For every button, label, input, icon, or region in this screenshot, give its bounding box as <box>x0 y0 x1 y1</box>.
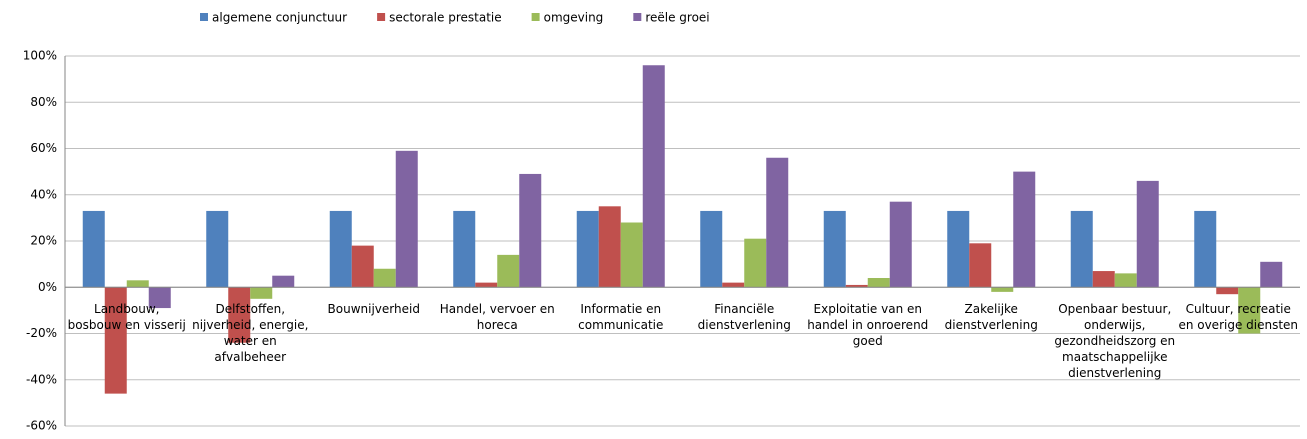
bar <box>1216 287 1239 295</box>
y-tick-label: -60% <box>26 419 57 433</box>
bar <box>1238 287 1261 334</box>
bar <box>845 284 868 288</box>
x-tick-label: Financiële dienstverlening <box>697 302 791 333</box>
bar <box>395 150 418 288</box>
bar <box>947 210 970 288</box>
bar <box>969 243 992 288</box>
legend-label: algemene conjunctuur <box>212 11 347 25</box>
y-tick-label: 20% <box>30 234 57 248</box>
bar <box>351 245 374 288</box>
bar <box>1070 210 1093 288</box>
bar <box>1136 180 1159 288</box>
x-tick-label: Zakelijke dienstverlening <box>944 302 1038 333</box>
bar <box>1260 261 1283 288</box>
bar <box>722 282 745 288</box>
x-tick-label: Delfstoffen, nijverheid, energie, water … <box>192 302 309 365</box>
bar <box>744 238 767 288</box>
x-tick-label: Informatie en communicatie <box>578 302 664 333</box>
x-tick-label: Handel, vervoer en horeca <box>439 302 555 333</box>
bar <box>598 206 621 288</box>
bar <box>1013 171 1036 288</box>
y-tick-label: 0% <box>38 280 57 294</box>
legend-label: omgeving <box>544 11 604 25</box>
bar <box>148 287 171 309</box>
bar <box>497 254 520 288</box>
bar <box>475 282 498 288</box>
bar <box>126 280 149 288</box>
bar <box>576 210 599 288</box>
y-tick-label: -40% <box>26 372 57 386</box>
y-tick-label: 80% <box>30 95 57 109</box>
y-tick-label: 60% <box>30 141 57 155</box>
legend-swatch <box>200 13 208 21</box>
bar <box>867 278 890 288</box>
bar <box>766 157 789 288</box>
bar <box>82 210 105 288</box>
y-tick-label: -20% <box>26 326 57 340</box>
x-tick-label: Cultuur, recreatie en overige diensten <box>1178 302 1299 333</box>
bar <box>1114 273 1137 288</box>
x-tick-label: Exploitatie van en handel in onroerend g… <box>807 302 929 349</box>
y-tick-label: 100% <box>23 49 57 63</box>
bar <box>889 201 912 288</box>
x-tick-label: Landbouw, bosbouw en visserij <box>67 302 186 333</box>
x-tick-label: Openbaar bestuur, onderwijs, gezondheids… <box>1054 302 1176 381</box>
legend-label: reële groei <box>645 11 709 25</box>
bar <box>104 287 127 394</box>
bar <box>1092 271 1115 288</box>
bar <box>620 222 643 288</box>
bar <box>206 210 229 288</box>
bar <box>1194 210 1217 288</box>
bar <box>519 173 542 288</box>
bar <box>453 210 476 288</box>
bar <box>373 268 396 288</box>
legend-swatch <box>377 13 386 21</box>
legend-label: sectorale prestatie <box>389 11 502 25</box>
bar <box>991 287 1014 292</box>
bar <box>329 210 352 288</box>
y-tick-label: 40% <box>30 187 57 201</box>
x-tick-label: Bouwnijverheid <box>327 302 420 317</box>
legend-swatch <box>531 13 540 21</box>
bar <box>642 65 665 288</box>
bar <box>700 210 723 288</box>
bar <box>228 287 251 343</box>
bar <box>272 275 295 288</box>
bar <box>823 210 846 288</box>
legend-swatch <box>633 13 642 21</box>
bar <box>250 287 273 299</box>
